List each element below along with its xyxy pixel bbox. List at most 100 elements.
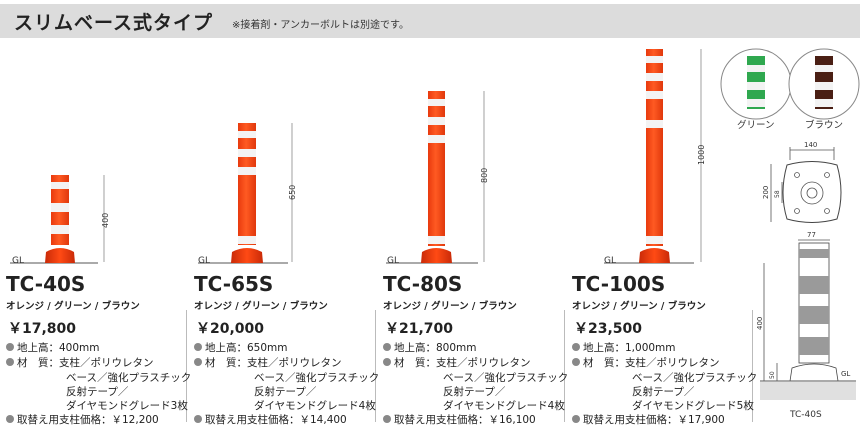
product-tc-40s: TC-40S オレンジ / グリーン / ブラウン ￥17,800 地上高：40… <box>6 272 191 428</box>
bullet-icon <box>572 343 580 351</box>
spec-material-2: ベース／強化プラスチック <box>632 372 758 384</box>
gl-label-2: GL <box>198 256 210 266</box>
spec-height-label: 地上高： <box>17 342 59 354</box>
divider <box>752 310 753 422</box>
bullet-icon <box>194 343 202 351</box>
product-price: ￥23,500 <box>574 321 643 337</box>
product-name: TC-80S <box>383 272 463 296</box>
spec-material-1: 支柱／ポリウレタン <box>247 357 342 369</box>
spec-material-3: 反射テープ／ <box>443 386 506 398</box>
spec-replace: 取替え用支柱価格：￥14,400 <box>194 412 347 427</box>
gl-label-1: GL <box>12 256 24 266</box>
spec-height-value: 800mm <box>436 342 477 354</box>
diagram-side-width: 77 <box>807 231 816 239</box>
product-tc-80s: TC-80S オレンジ / グリーン / ブラウン ￥21,700 地上高：80… <box>383 272 568 428</box>
page-title: スリムベース式タイプ <box>14 12 214 34</box>
spec-replace-value: ￥17,900 <box>677 414 725 426</box>
spec-replace-value: ￥16,100 <box>488 414 536 426</box>
spec-material: 材 質：支柱／ポリウレタン <box>194 355 342 370</box>
spec-material: 材 質：支柱／ポリウレタン <box>383 355 531 370</box>
divider <box>375 310 376 422</box>
gl-label-4: GL <box>604 256 616 266</box>
spec-diamond: ダイヤモンドグレード3枚 <box>66 400 188 412</box>
bullet-icon <box>572 358 580 366</box>
spec-height-label: 地上高： <box>394 342 436 354</box>
bullet-icon <box>6 415 14 423</box>
spec-material-1: 支柱／ポリウレタン <box>436 357 531 369</box>
spec-material-1: 支柱／ポリウレタン <box>625 357 720 369</box>
swatch-label-brown: ブラウン <box>805 120 844 131</box>
diagram-caption: TC-40S <box>790 410 822 420</box>
header-note: ※接着剤・アンカーボルトは別途です。 <box>232 20 409 31</box>
spec-material-2: ベース／強化プラスチック <box>443 372 569 384</box>
spec-material-label: 材 質： <box>17 357 59 369</box>
product-colors: オレンジ / グリーン / ブラウン <box>6 301 140 312</box>
spec-height-value: 650mm <box>247 342 288 354</box>
bullet-icon <box>194 358 202 366</box>
spec-material: 材 質：支柱／ポリウレタン <box>6 355 154 370</box>
bullet-icon <box>383 358 391 366</box>
post-tc-80s <box>386 91 485 264</box>
diagram-top-width: 140 <box>804 141 818 149</box>
spec-height-value: 400mm <box>59 342 100 354</box>
product-tc-100s: TC-100S オレンジ / グリーン / ブラウン ￥23,500 地上高：1… <box>572 272 757 428</box>
spec-replace-value: ￥12,200 <box>111 414 159 426</box>
bullet-icon <box>6 358 14 366</box>
diagram-side-height: 400 <box>756 316 764 330</box>
spec-material-2: ベース／強化プラスチック <box>66 372 192 384</box>
dim-label-4: 1000 <box>697 144 706 165</box>
diagram-gl: GL <box>841 370 851 378</box>
dim-label-2: 650 <box>288 184 297 200</box>
spec-material-label: 材 質： <box>205 357 247 369</box>
product-name: TC-65S <box>194 272 274 296</box>
divider <box>564 310 565 422</box>
product-name: TC-40S <box>6 272 86 296</box>
product-price: ￥21,700 <box>385 321 454 337</box>
spec-material-2: ベース／強化プラスチック <box>254 372 380 384</box>
spec-material-label: 材 質： <box>394 357 436 369</box>
product-price: ￥17,800 <box>8 321 77 337</box>
product-colors: オレンジ / グリーン / ブラウン <box>194 301 328 312</box>
spec-replace-label: 取替え用支柱価格： <box>17 414 112 426</box>
bullet-icon <box>383 343 391 351</box>
spec-material-3: 反射テープ／ <box>632 386 695 398</box>
dim-label-1: 400 <box>101 212 110 228</box>
base-top-view <box>770 147 842 223</box>
spec-height: 地上高：1,000mm <box>572 340 676 355</box>
spec-diamond: ダイヤモンドグレード4枚 <box>443 400 565 412</box>
spec-height-label: 地上高： <box>205 342 247 354</box>
bullet-icon <box>383 415 391 423</box>
diagram-base-height: 50 <box>769 371 776 379</box>
spec-diamond: ダイヤモンドグレード4枚 <box>254 400 376 412</box>
divider <box>186 310 187 422</box>
spec-replace: 取替え用支柱価格：￥12,200 <box>6 412 159 427</box>
gl-label-3: GL <box>387 256 399 266</box>
swatch-green-graphic <box>720 48 792 120</box>
dim-label-3: 800 <box>480 167 489 183</box>
page-header: スリムベース式タイプ ※接着剤・アンカーボルトは別途です。 <box>0 4 860 38</box>
spec-height: 地上高：800mm <box>383 340 477 355</box>
product-price: ￥20,000 <box>196 321 265 337</box>
spec-replace: 取替え用支柱価格：￥16,100 <box>383 412 536 427</box>
post-tc-65s <box>198 123 293 264</box>
spec-height-value: 1,000mm <box>625 342 676 354</box>
diagram-inner: 58 <box>774 190 781 198</box>
spec-material: 材 質：支柱／ポリウレタン <box>572 355 720 370</box>
post-tc-40s <box>10 175 105 264</box>
spec-material-label: 材 質： <box>583 357 625 369</box>
spec-height-label: 地上高： <box>583 342 625 354</box>
spec-material-1: 支柱／ポリウレタン <box>59 357 154 369</box>
product-colors: オレンジ / グリーン / ブラウン <box>572 301 706 312</box>
spec-height: 地上高：400mm <box>6 340 100 355</box>
spec-height: 地上高：650mm <box>194 340 288 355</box>
spec-replace-label: 取替え用支柱価格： <box>583 414 678 426</box>
product-colors: オレンジ / グリーン / ブラウン <box>383 301 517 312</box>
product-tc-65s: TC-65S オレンジ / グリーン / ブラウン ￥20,000 地上高：65… <box>194 272 379 428</box>
spec-replace-value: ￥14,400 <box>299 414 347 426</box>
spec-material-3: 反射テープ／ <box>254 386 317 398</box>
product-name: TC-100S <box>572 272 666 296</box>
spec-replace-label: 取替え用支柱価格： <box>205 414 300 426</box>
spec-replace: 取替え用支柱価格：￥17,900 <box>572 412 725 427</box>
bullet-icon <box>572 415 580 423</box>
spec-material-3: 反射テープ／ <box>66 386 129 398</box>
